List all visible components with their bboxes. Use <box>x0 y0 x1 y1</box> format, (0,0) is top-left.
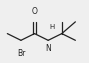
Text: H: H <box>50 24 55 30</box>
Text: O: O <box>32 7 37 16</box>
Text: Br: Br <box>17 49 25 58</box>
Text: N: N <box>45 44 51 53</box>
